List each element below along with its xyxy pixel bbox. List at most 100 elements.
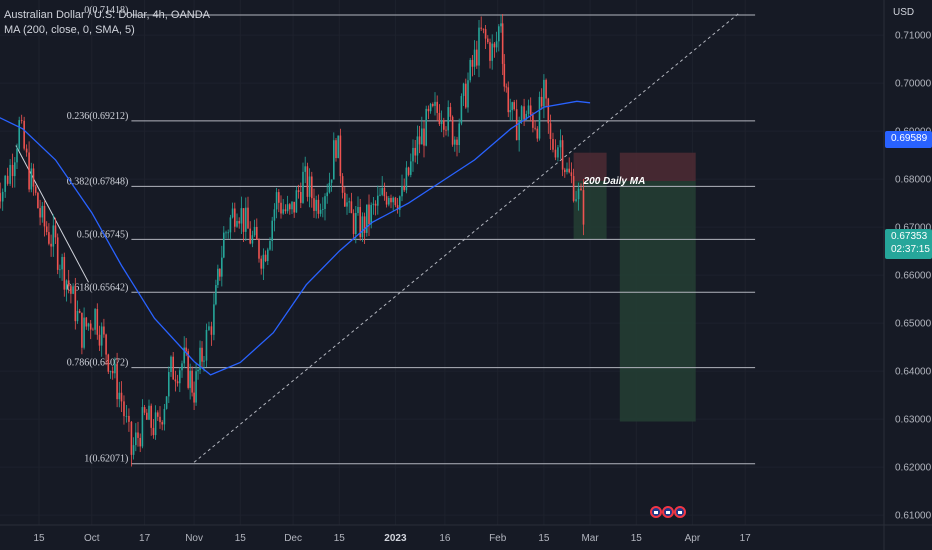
stop-loss-zone: [619, 152, 696, 182]
candle-body: [139, 437, 141, 447]
candle-body: [536, 128, 539, 139]
candle-body: [304, 166, 306, 172]
x-tick-label: 17: [740, 533, 752, 544]
candle-body: [443, 120, 445, 130]
fib-level-label: 0.618(0.65642): [67, 282, 129, 293]
indicator-legend[interactable]: MA (200, close, 0, SMA, 5): [4, 24, 135, 36]
candle-body: [72, 286, 74, 294]
candle-body: [89, 323, 92, 330]
candle-body: [48, 232, 50, 244]
candle-body: [518, 120, 520, 141]
candle-body: [337, 135, 339, 159]
price-axis[interactable]: 0.720000.710000.700000.690000.680000.670…: [895, 0, 932, 522]
candle-body: [315, 199, 317, 211]
candle-body: [451, 116, 454, 145]
candle-body: [59, 269, 61, 271]
x-tick-label: 15: [33, 533, 45, 544]
candle-body: [159, 416, 161, 423]
candle-body: [491, 43, 493, 61]
annotations[interactable]: 200 Daily MA: [583, 176, 646, 187]
candle-body: [326, 192, 328, 197]
candle-body: [423, 128, 425, 146]
candle-body: [484, 29, 487, 39]
y-tick-label: 0.66000: [895, 271, 932, 282]
candle-body: [383, 187, 386, 197]
drawn-lines[interactable]: [15, 13, 739, 463]
time-axis[interactable]: 15 Oct 17 Nov 15 Dec 15 2023 16 Feb 15 Mar 15 Apr 17: [33, 533, 751, 544]
us-flag-icon[interactable]: [662, 506, 674, 518]
candle-body: [141, 407, 144, 447]
candle-body: [311, 176, 313, 199]
candle-body: [561, 140, 564, 170]
candle-body: [500, 23, 502, 27]
us-flag-icon[interactable]: [650, 506, 662, 518]
candle-body: [549, 123, 552, 140]
candle-body: [493, 43, 496, 48]
candle-body: [23, 120, 25, 149]
candle-body: [554, 149, 557, 158]
candle-body: [520, 106, 523, 121]
candle-body: [392, 197, 394, 203]
candle-body: [284, 209, 287, 212]
candle-body: [363, 216, 366, 233]
candle-body: [434, 101, 436, 106]
candle-body: [449, 107, 452, 117]
y-tick-label: 0.61000: [895, 511, 932, 522]
candle-body: [201, 347, 203, 362]
candle-body: [65, 280, 68, 290]
candle-body: [183, 347, 185, 364]
candle-body: [282, 209, 284, 214]
candle-body: [557, 147, 559, 158]
candle-body: [289, 204, 291, 210]
candle-body: [269, 241, 271, 250]
candle-body: [328, 182, 331, 193]
position-zones[interactable]: [573, 152, 696, 422]
candle-body: [154, 412, 157, 436]
candle-body: [229, 217, 232, 233]
candle-body: [306, 166, 309, 197]
y-tick-label: 0.67000: [895, 223, 932, 234]
y-tick-label: 0.65000: [895, 319, 932, 330]
x-tick-label: 15: [538, 533, 550, 544]
y-tick-label: 0.68000: [895, 175, 932, 186]
candle-body: [260, 258, 262, 269]
candle-body: [300, 192, 302, 203]
candle-body: [454, 139, 456, 145]
candle-body: [100, 326, 103, 346]
candle-body: [564, 169, 566, 173]
candle-body: [478, 27, 480, 66]
symbol-title[interactable]: Australian Dollar / U.S. Dollar, 4h, OAN…: [4, 9, 211, 21]
candle-body: [545, 79, 547, 99]
fib-level-label: 1(0.62071): [84, 454, 128, 465]
bar-countdown: 02:37:15: [891, 244, 930, 255]
candle-body: [245, 207, 247, 232]
candle-body: [445, 129, 447, 131]
candle-body: [43, 205, 46, 227]
candle-body: [1, 191, 4, 202]
x-tick-label: 15: [631, 533, 643, 544]
candle-body: [385, 196, 388, 205]
candle-body: [399, 196, 401, 210]
candle-body: [208, 326, 210, 330]
candle-body: [125, 415, 128, 417]
candle-body: [96, 309, 99, 335]
candle-body: [11, 164, 14, 177]
candle-body: [264, 254, 267, 262]
us-flag-icon[interactable]: [674, 506, 686, 518]
x-tick-label: Feb: [489, 533, 507, 544]
candle-body: [199, 347, 201, 370]
candle-body: [52, 225, 55, 247]
candle-body: [377, 195, 379, 206]
candle-body: [94, 309, 96, 330]
candle-body: [538, 96, 541, 139]
candle-body: [267, 249, 269, 262]
candle-body: [251, 235, 254, 244]
fib-level-label: 0.236(0.69212): [67, 111, 129, 122]
candle-body: [67, 280, 70, 287]
candle-body: [460, 96, 463, 124]
candle-body: [213, 304, 215, 335]
candle-body: [249, 228, 251, 244]
candle-body: [258, 239, 260, 259]
